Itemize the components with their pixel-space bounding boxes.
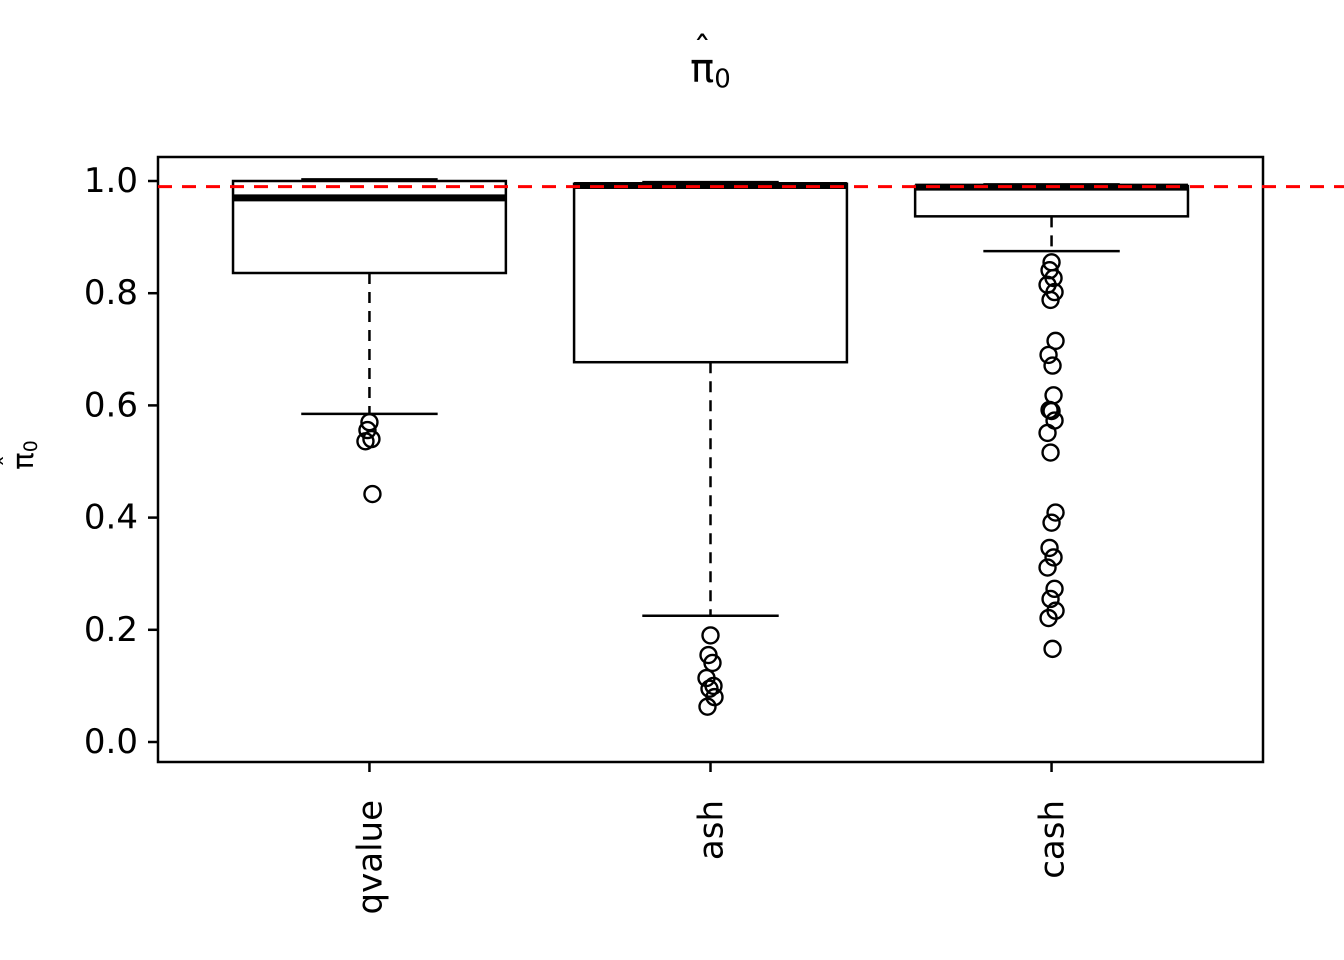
outlier-point <box>1042 513 1061 532</box>
iqr-box <box>913 184 1190 218</box>
y-tick-label: 0.6 <box>84 385 138 425</box>
outlier-point <box>363 484 382 504</box>
y-tick-label: 0.0 <box>84 722 138 762</box>
boxplot-qvalue <box>231 178 508 504</box>
outlier-point <box>358 420 377 440</box>
y-tick-label: 0.8 <box>84 273 138 313</box>
y-tick-label: 0.2 <box>84 610 138 650</box>
outlier-point <box>1041 290 1060 310</box>
outlier-point <box>1040 538 1059 558</box>
outlier-point <box>1038 423 1057 443</box>
x-category-label: cash <box>1033 800 1073 879</box>
outlier-point <box>1043 639 1062 659</box>
iqr-box <box>572 182 849 364</box>
x-category-label: qvalue <box>350 800 390 914</box>
outlier-point <box>1046 331 1065 351</box>
outlier-point <box>1044 548 1063 567</box>
outlier-point <box>698 697 717 716</box>
hat-icon: ˆ <box>693 30 712 72</box>
outlier-point <box>1039 608 1058 628</box>
y-tick-label: 1.0 <box>84 161 138 201</box>
outlier-point <box>1046 503 1065 522</box>
outlier-point <box>1041 589 1060 609</box>
outlier-point <box>1045 579 1064 599</box>
y-tick-label: 0.4 <box>84 498 138 538</box>
title-subscript: 0 <box>714 64 731 95</box>
outlier-point <box>701 626 720 645</box>
outlier-point <box>703 653 722 673</box>
boxplot-ash <box>572 180 849 716</box>
boxplot-cash <box>913 183 1190 659</box>
outlier-point <box>1041 443 1060 462</box>
outlier-point <box>356 432 375 451</box>
outlier-point <box>1042 401 1061 421</box>
outlier-point <box>1043 356 1062 375</box>
x-category-label: ash <box>692 800 732 860</box>
pi-glyph: π <box>690 46 715 92</box>
outlier-point <box>1039 345 1058 365</box>
outlier-point <box>704 676 723 696</box>
outlier-point <box>1038 558 1057 577</box>
